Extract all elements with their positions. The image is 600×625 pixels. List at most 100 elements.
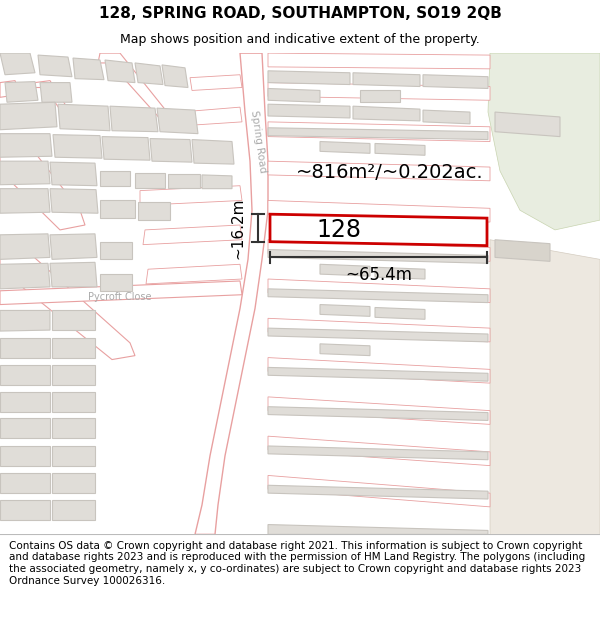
Polygon shape [0, 189, 50, 213]
Polygon shape [52, 474, 95, 493]
Polygon shape [38, 55, 72, 77]
Polygon shape [268, 82, 490, 100]
Text: ~65.4m: ~65.4m [345, 266, 412, 284]
Polygon shape [180, 107, 242, 126]
Polygon shape [268, 407, 488, 421]
Polygon shape [73, 58, 104, 79]
Polygon shape [268, 71, 350, 84]
Text: Spring Road: Spring Road [248, 109, 268, 174]
Polygon shape [40, 82, 72, 102]
Polygon shape [5, 82, 38, 102]
Polygon shape [0, 281, 242, 304]
Polygon shape [0, 146, 85, 230]
Polygon shape [268, 122, 490, 141]
Polygon shape [0, 53, 35, 75]
Polygon shape [0, 234, 50, 259]
Polygon shape [135, 173, 165, 188]
Polygon shape [202, 175, 232, 189]
Polygon shape [268, 127, 488, 139]
Text: 128: 128 [316, 218, 361, 242]
Polygon shape [268, 249, 488, 263]
Polygon shape [0, 311, 50, 331]
Polygon shape [490, 240, 600, 534]
Polygon shape [268, 485, 488, 499]
Polygon shape [140, 186, 242, 206]
Polygon shape [162, 65, 188, 88]
Polygon shape [110, 106, 158, 132]
Polygon shape [52, 338, 95, 357]
Polygon shape [268, 240, 490, 261]
Polygon shape [0, 161, 50, 185]
Polygon shape [138, 202, 170, 220]
Polygon shape [268, 161, 490, 181]
Polygon shape [360, 91, 400, 103]
Polygon shape [0, 102, 57, 130]
Polygon shape [105, 60, 135, 82]
Polygon shape [268, 89, 320, 102]
Polygon shape [143, 225, 242, 244]
Polygon shape [0, 446, 50, 466]
Polygon shape [268, 368, 488, 381]
Polygon shape [268, 328, 488, 342]
Polygon shape [52, 366, 95, 385]
Polygon shape [35, 81, 70, 117]
Polygon shape [353, 106, 420, 121]
Polygon shape [0, 500, 50, 519]
Polygon shape [100, 274, 132, 291]
Polygon shape [52, 419, 95, 438]
Polygon shape [52, 311, 95, 330]
Polygon shape [157, 108, 198, 134]
Polygon shape [0, 338, 50, 357]
Polygon shape [50, 162, 97, 186]
Polygon shape [98, 53, 175, 130]
Polygon shape [0, 474, 50, 493]
Polygon shape [100, 242, 132, 259]
Polygon shape [135, 63, 163, 84]
Polygon shape [268, 476, 490, 507]
Polygon shape [268, 318, 490, 342]
Polygon shape [423, 75, 488, 89]
Text: Pycroft Close: Pycroft Close [88, 292, 152, 302]
Polygon shape [52, 500, 95, 519]
Polygon shape [268, 446, 488, 460]
Polygon shape [375, 308, 425, 319]
Text: Contains OS data © Crown copyright and database right 2021. This information is : Contains OS data © Crown copyright and d… [9, 541, 585, 586]
Polygon shape [320, 344, 370, 356]
Polygon shape [190, 75, 242, 91]
Polygon shape [268, 436, 490, 466]
Polygon shape [423, 110, 470, 124]
Polygon shape [102, 137, 150, 160]
Polygon shape [488, 53, 600, 230]
Polygon shape [50, 189, 98, 213]
Text: ~16.2m: ~16.2m [230, 198, 245, 259]
Polygon shape [150, 139, 192, 162]
Polygon shape [50, 262, 97, 287]
Polygon shape [268, 357, 490, 383]
Polygon shape [0, 419, 50, 438]
Polygon shape [0, 366, 50, 385]
Polygon shape [58, 104, 110, 131]
Polygon shape [495, 240, 550, 261]
Text: 128, SPRING ROAD, SOUTHAMPTON, SO19 2QB: 128, SPRING ROAD, SOUTHAMPTON, SO19 2QB [98, 6, 502, 21]
Polygon shape [195, 53, 268, 534]
Polygon shape [268, 289, 488, 302]
Polygon shape [268, 201, 490, 222]
Polygon shape [53, 134, 102, 158]
Polygon shape [270, 214, 487, 246]
Polygon shape [375, 268, 425, 279]
Polygon shape [268, 104, 350, 118]
Polygon shape [320, 141, 370, 153]
Polygon shape [50, 234, 97, 259]
Polygon shape [320, 304, 370, 316]
Polygon shape [0, 392, 50, 412]
Polygon shape [52, 392, 95, 412]
Polygon shape [495, 112, 560, 137]
Polygon shape [100, 171, 130, 186]
Polygon shape [353, 72, 420, 86]
Polygon shape [0, 244, 135, 359]
Polygon shape [320, 264, 370, 276]
Polygon shape [52, 446, 95, 466]
Polygon shape [268, 279, 490, 302]
Polygon shape [268, 524, 488, 534]
Polygon shape [192, 139, 234, 164]
